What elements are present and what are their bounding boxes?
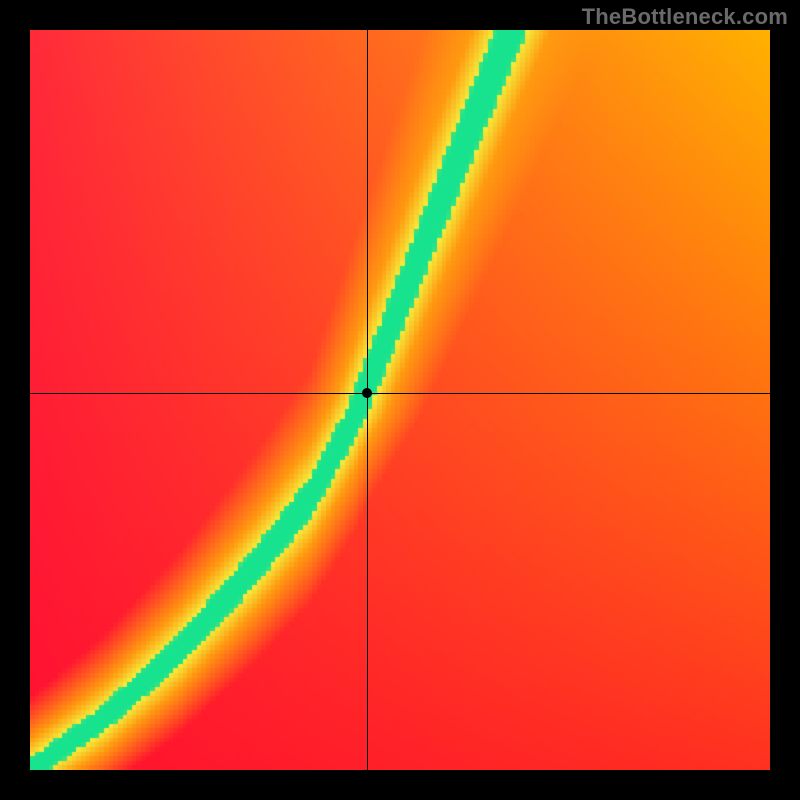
data-point-marker <box>362 388 372 398</box>
crosshair-horizontal <box>30 393 770 394</box>
crosshair-vertical <box>367 30 368 770</box>
chart-container: TheBottleneck.com <box>0 0 800 800</box>
watermark-text: TheBottleneck.com <box>582 4 788 30</box>
heatmap-canvas <box>30 30 770 770</box>
plot-area <box>30 30 770 770</box>
